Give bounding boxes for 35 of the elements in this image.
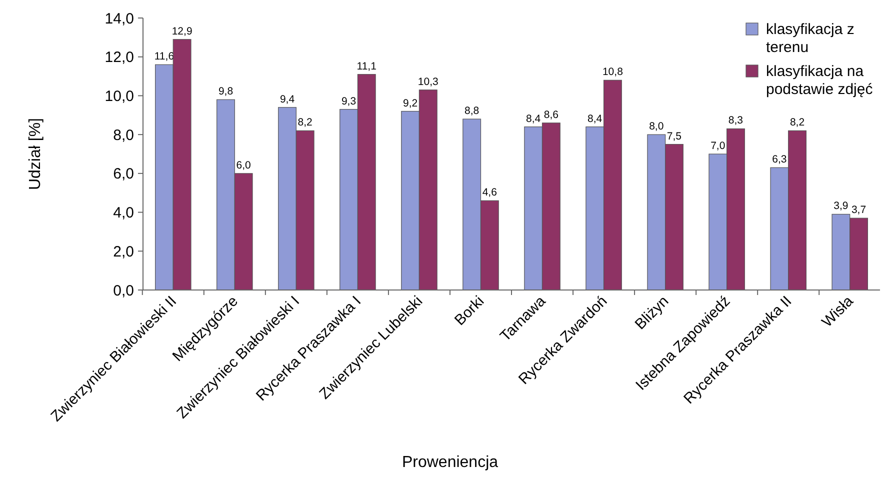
legend-label: klasyfikacja z terenu — [766, 21, 854, 56]
y-tick-label: 2,0 — [113, 243, 134, 260]
data-label: 11,1 — [356, 60, 377, 72]
data-label: 3,7 — [851, 204, 866, 216]
data-label: 8,4 — [526, 112, 541, 125]
data-label: 12,9 — [172, 25, 192, 38]
data-label: 3,9 — [834, 200, 848, 212]
data-label: 8,4 — [588, 112, 602, 125]
data-label: 8,6 — [544, 108, 559, 121]
data-label: 10,8 — [602, 66, 624, 78]
data-label: 9,8 — [218, 86, 234, 98]
data-label: 4,6 — [482, 186, 498, 199]
data-label: 7,0 — [710, 140, 726, 152]
data-label: 7,5 — [666, 130, 682, 142]
y-tick-label: 6,0 — [113, 166, 134, 183]
data-label: 10,3 — [418, 76, 439, 88]
data-label: 8,2 — [790, 116, 805, 129]
data-label: 9,4 — [280, 93, 295, 106]
y-tick-label: 10,0 — [104, 88, 134, 105]
data-label: 8,3 — [728, 114, 744, 127]
data-label: 8,0 — [649, 120, 664, 133]
y-tick-label: 0,0 — [113, 282, 134, 300]
data-label: 6,0 — [236, 159, 252, 172]
y-tick-label: 8,0 — [113, 126, 134, 144]
data-label: 9,3 — [341, 95, 356, 108]
data-label: 8,8 — [464, 105, 480, 118]
legend-label: klasyfikacja na podstawie zdjęć — [766, 63, 874, 98]
data-label: 9,2 — [402, 97, 418, 110]
y-tick-label: 4,0 — [113, 204, 134, 222]
data-label: 6,3 — [772, 154, 787, 166]
y-tick-label: 12,0 — [104, 49, 134, 66]
data-label: 8,2 — [298, 116, 313, 129]
y-axis-title: Udział [%] — [27, 118, 44, 190]
x-axis-title: Proweniencja — [402, 454, 498, 471]
y-tick-label: 14,0 — [104, 10, 134, 28]
